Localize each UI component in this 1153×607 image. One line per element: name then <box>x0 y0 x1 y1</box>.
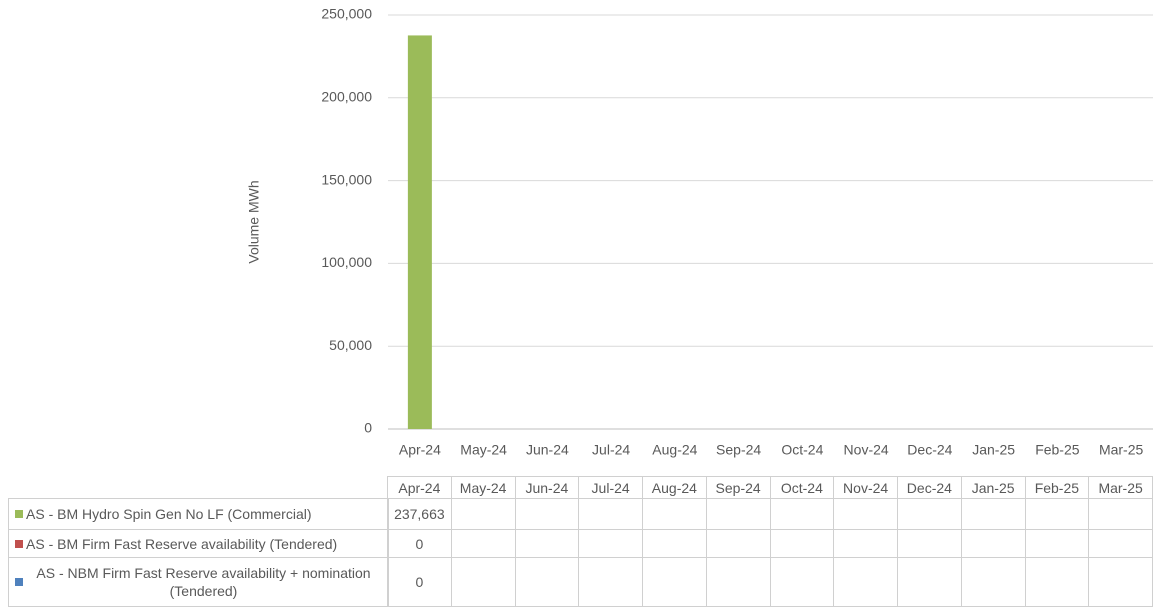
x-tick-label: Apr-24 <box>399 442 441 458</box>
table-cell <box>705 557 771 607</box>
table-header-cell: Jan-25 <box>960 476 1026 499</box>
y-tick-label: 50,000 <box>329 337 372 353</box>
table-cell <box>833 529 898 558</box>
table-header-cell: Oct-24 <box>769 476 835 499</box>
legend-swatch <box>15 578 23 586</box>
table-cell <box>897 498 962 530</box>
table-cell <box>642 498 707 530</box>
legend-entry: AS - BM Hydro Spin Gen No LF (Commercial… <box>8 498 389 530</box>
x-tick-label: Oct-24 <box>781 442 823 458</box>
table-cell <box>1088 557 1153 607</box>
table-cell <box>450 557 516 607</box>
x-tick-label: Jul-24 <box>592 442 630 458</box>
table-cell <box>769 498 835 530</box>
x-tick-label: Jan-25 <box>972 442 1015 458</box>
x-tick-label: Sep-24 <box>716 442 761 458</box>
table-header-cell: Nov-24 <box>833 476 898 499</box>
x-tick-label: Dec-24 <box>907 442 952 458</box>
table-cell <box>514 498 580 530</box>
x-tick-label: Jun-24 <box>526 442 569 458</box>
table-cell: 0 <box>387 557 452 607</box>
table-header-cell: Jul-24 <box>578 476 643 499</box>
table-cell <box>960 498 1026 530</box>
legend-swatch <box>15 510 23 518</box>
table-cell: 0 <box>387 529 452 558</box>
table-cell <box>450 498 516 530</box>
legend-label: AS - BM Firm Fast Reserve availability (… <box>26 535 338 552</box>
x-tick-label: Aug-24 <box>652 442 697 458</box>
table-cell <box>1024 498 1090 530</box>
table-cell <box>578 498 643 530</box>
table-cell <box>769 557 835 607</box>
bar <box>407 35 432 429</box>
x-tick-label: Nov-24 <box>844 442 889 458</box>
table-cell <box>450 529 516 558</box>
table-cell <box>642 557 707 607</box>
table-cell <box>960 529 1026 558</box>
table-cell <box>1088 529 1153 558</box>
table-header-cell: Mar-25 <box>1088 476 1153 499</box>
table-header-cell: May-24 <box>450 476 516 499</box>
table-cell <box>514 557 580 607</box>
y-tick-label: 0 <box>364 420 372 436</box>
table-cell <box>1024 557 1090 607</box>
y-tick-label: 150,000 <box>321 171 372 187</box>
table-header-cell: Apr-24 <box>387 476 452 499</box>
y-tick-label: 200,000 <box>321 89 372 105</box>
table-cell <box>769 529 835 558</box>
table-cell: 237,663 <box>387 498 452 530</box>
x-tick-label: Mar-25 <box>1099 442 1144 458</box>
table-header-cell: Dec-24 <box>897 476 962 499</box>
table-cell <box>960 557 1026 607</box>
legend-label: AS - NBM Firm Fast Reserve availability … <box>36 565 371 599</box>
table-header-cell: Sep-24 <box>705 476 771 499</box>
table-cell <box>1088 498 1153 530</box>
table-cell <box>897 557 962 607</box>
table-cell <box>578 529 643 558</box>
table-cell <box>514 529 580 558</box>
x-tick-label: Feb-25 <box>1035 442 1080 458</box>
legend-label: AS - BM Hydro Spin Gen No LF (Commercial… <box>26 506 312 522</box>
table-cell <box>705 498 771 530</box>
legend-entry: AS - BM Firm Fast Reserve availability (… <box>8 529 389 558</box>
legend-entry: AS - NBM Firm Fast Reserve availability … <box>8 557 389 607</box>
table-header-cell: Aug-24 <box>642 476 707 499</box>
table-cell <box>833 557 898 607</box>
table-cell <box>833 498 898 530</box>
x-tick-label: May-24 <box>460 442 507 458</box>
table-header-cell: Jun-24 <box>514 476 580 499</box>
table-cell <box>1024 529 1090 558</box>
table-cell <box>642 529 707 558</box>
table-header-cell: Feb-25 <box>1024 476 1090 499</box>
table-cell <box>578 557 643 607</box>
table-cell <box>897 529 962 558</box>
table-cell <box>705 529 771 558</box>
y-tick-label: 100,000 <box>321 254 372 270</box>
y-tick-label: 250,000 <box>321 6 372 22</box>
y-axis-label: Volume MWh <box>246 180 262 263</box>
legend-swatch <box>15 539 23 548</box>
